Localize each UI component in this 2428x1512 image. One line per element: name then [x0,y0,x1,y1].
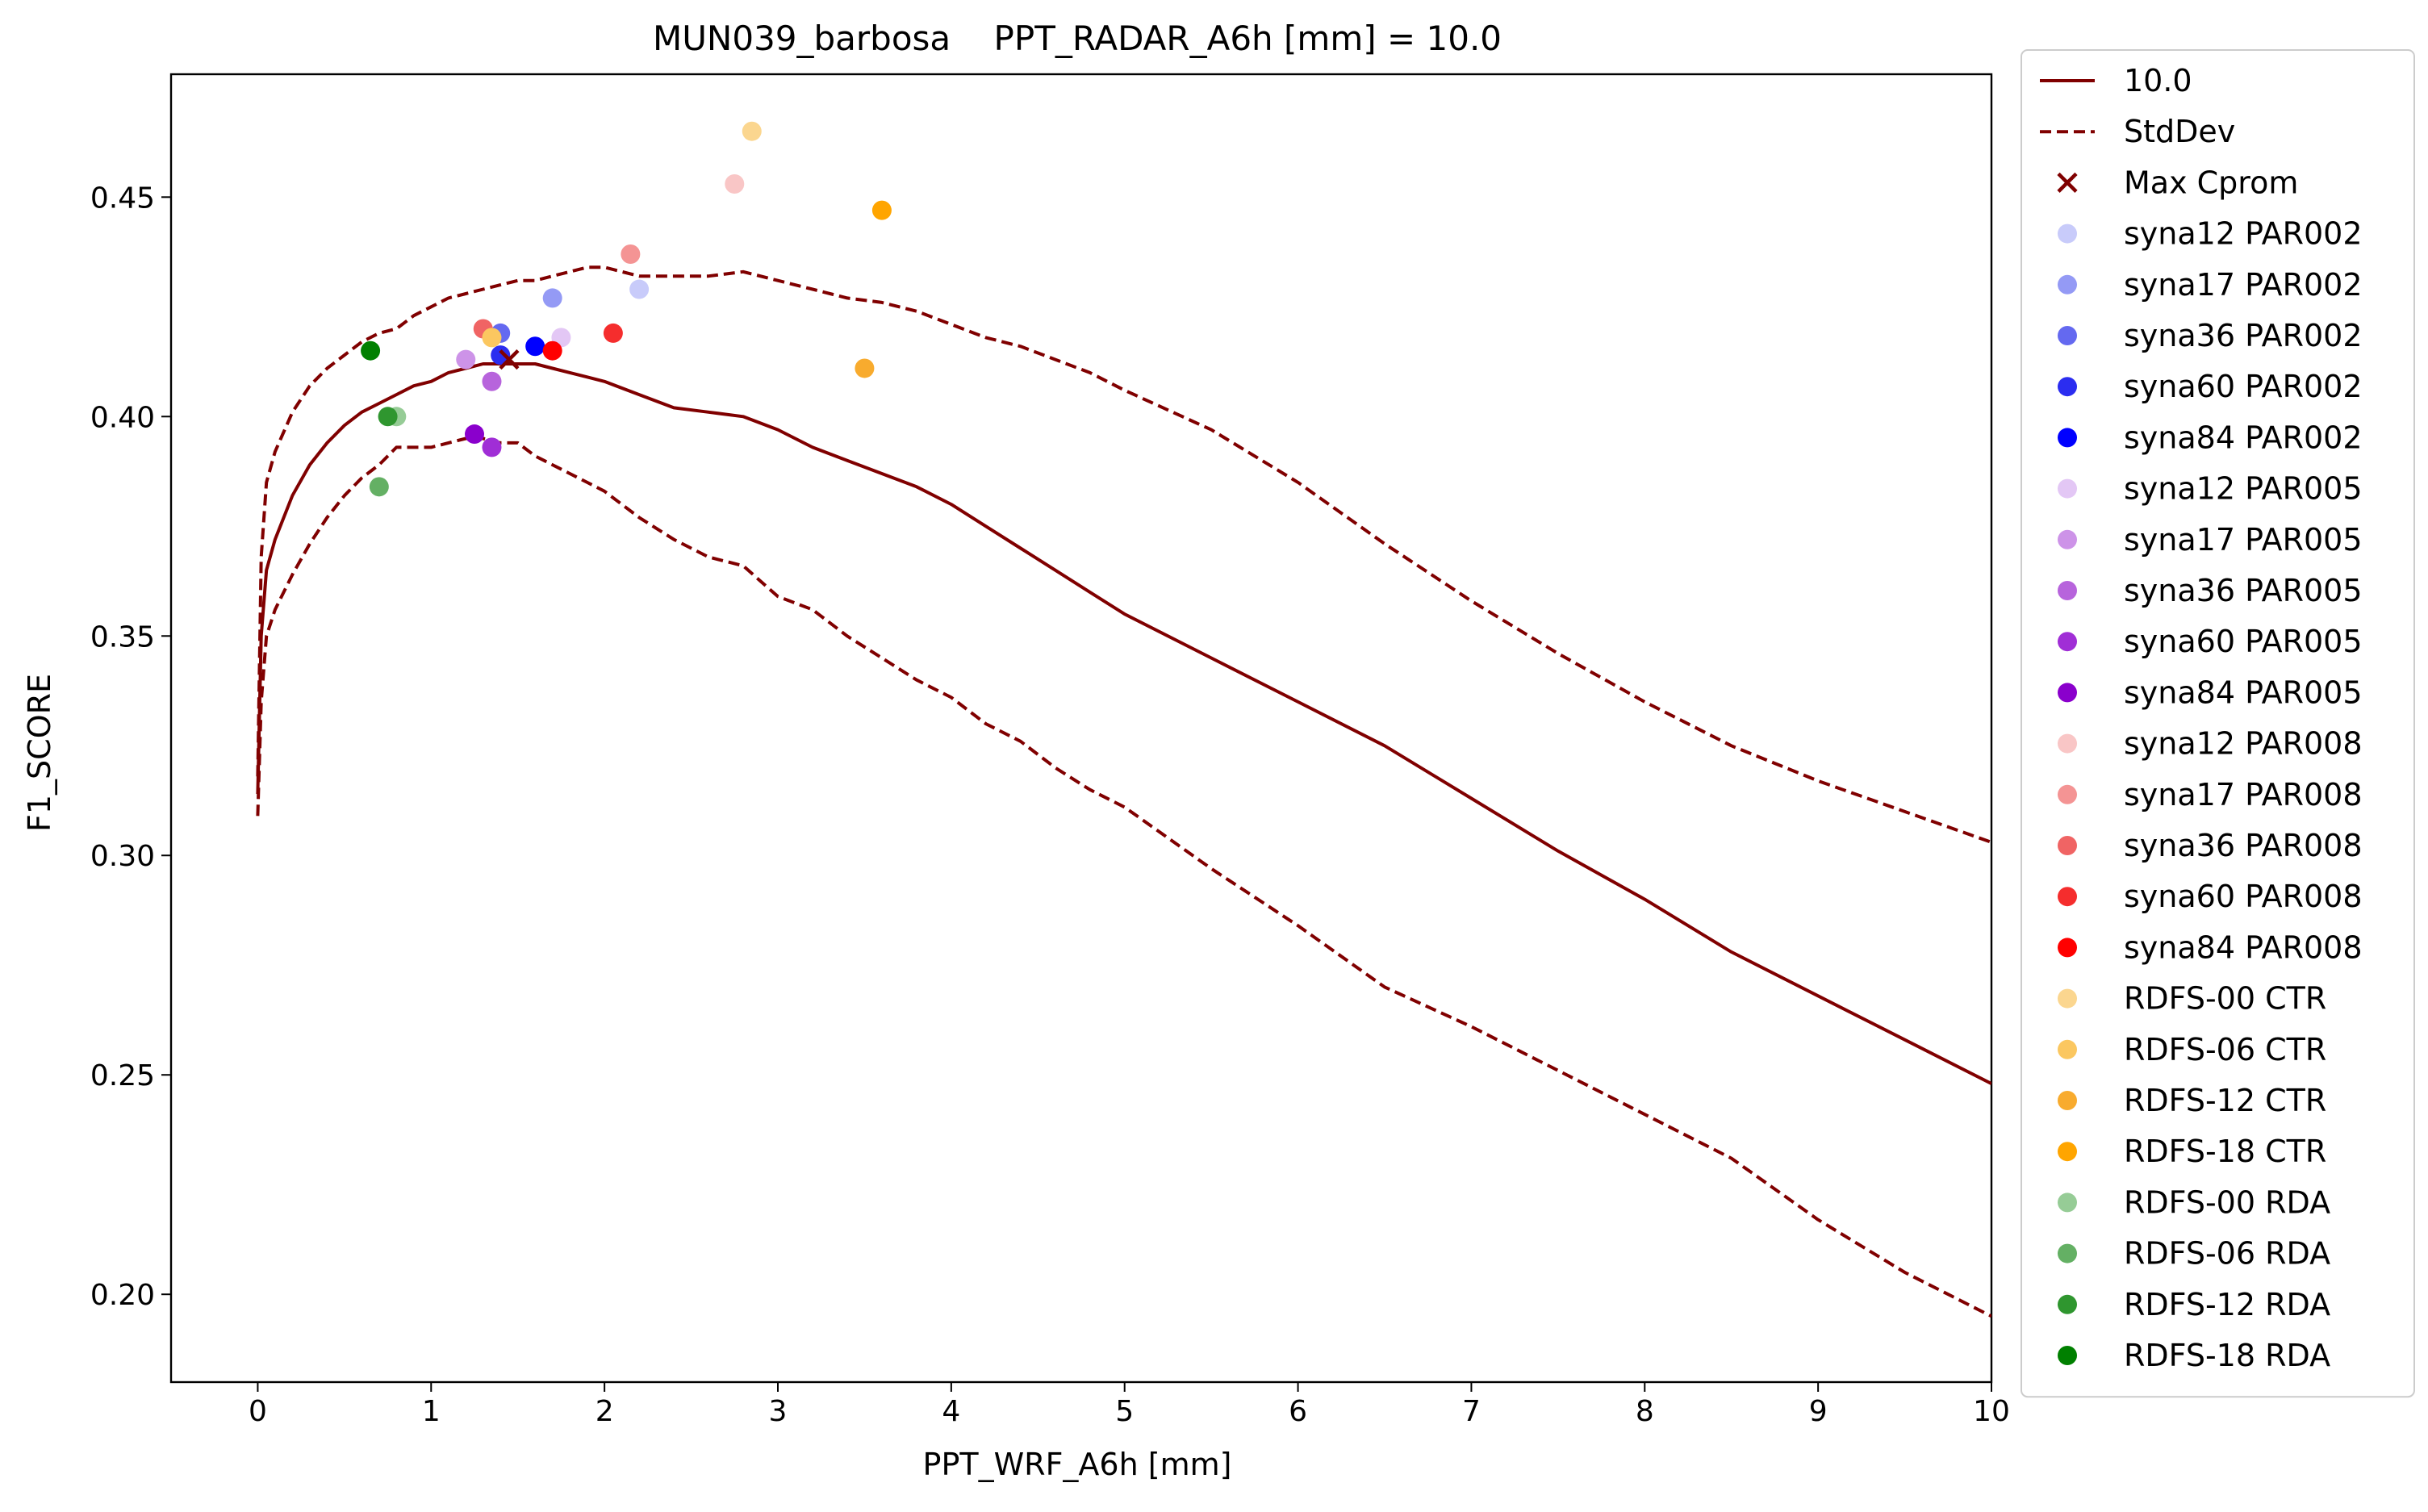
y-tick-label: 0.30 [90,840,155,873]
legend-label: syna36 PAR002 [2124,318,2363,353]
legend-swatch-dot [2058,529,2077,549]
legend-label: syna60 PAR005 [2124,624,2363,659]
scatter-point [482,371,502,391]
legend-swatch-dot [2058,1039,2077,1059]
legend-label: syna84 PAR002 [2124,420,2363,455]
legend-label: syna17 PAR005 [2124,522,2363,558]
scatter-point [855,358,875,378]
x-tick-label: 4 [942,1395,960,1428]
legend-label: RDFS-06 RDA [2124,1236,2330,1272]
series-line-stddev [256,265,1991,844]
series-line-stddev [256,436,1991,1318]
scatter-point [378,407,398,427]
legend-swatch-dot [2058,223,2077,244]
legend-label: syna84 PAR008 [2124,929,2363,965]
scatter-point [491,345,511,365]
legend-label: RDFS-00 CTR [2124,981,2326,1017]
legend-label: syna36 PAR005 [2124,573,2363,608]
y-tick-label: 0.25 [90,1059,155,1092]
legend-label: syna12 PAR005 [2124,471,2363,507]
legend-label: syna12 PAR002 [2124,216,2363,252]
scatter-point [603,323,623,343]
legend-label: Max Cprom [2124,165,2298,200]
legend-swatch-dot [2058,784,2077,804]
legend-swatch-dot [2058,1091,2077,1110]
legend-label: RDFS-00 RDA [2124,1184,2330,1220]
y-tick-label: 0.40 [90,401,155,434]
legend-swatch-dot [2058,428,2077,448]
legend-swatch-dot [2058,683,2077,703]
legend-label: RDFS-18 CTR [2124,1134,2326,1169]
y-tick-label: 0.45 [90,182,155,215]
legend-label: RDFS-12 CTR [2124,1083,2326,1118]
legend-label: syna17 PAR008 [2124,777,2363,812]
legend-label: RDFS-12 RDA [2124,1287,2330,1322]
scatter-point [482,437,502,457]
legend-swatch-dot [2058,1294,2077,1314]
legend-swatch-dot [2058,1192,2077,1213]
max-cprom-marker [499,349,520,370]
legend-swatch-cross [2057,172,2078,193]
x-tick-label: 10 [1973,1395,2010,1428]
axes-frame [169,73,1993,1384]
scatter-point [482,328,502,348]
scatter-point [542,340,562,361]
legend-swatch-dot [2058,988,2077,1009]
legend-swatch-dot [2058,1346,2077,1365]
x-tick-label: 5 [1115,1395,1134,1428]
x-axis-label: PPT_WRF_A6h [mm] [923,1447,1232,1482]
x-tick-label: 2 [596,1395,614,1428]
chart-title: MUN039_barbosa PPT_RADAR_A6h [mm] = 10.0 [653,19,1502,58]
legend-swatch-dot [2058,632,2077,652]
legend-swatch-dot [2058,938,2077,958]
x-tick-label: 7 [1462,1395,1481,1428]
x-tick-label: 0 [249,1395,267,1428]
x-tick-label: 3 [769,1395,788,1428]
legend-label: RDFS-06 CTR [2124,1032,2326,1067]
legend-label: syna36 PAR008 [2124,828,2363,863]
legend-swatch-dot [2058,1142,2077,1162]
legend-swatch-dot [2058,887,2077,907]
legend-label: RDFS-18 RDA [2124,1338,2330,1373]
y-tick-label: 0.35 [90,620,155,654]
y-tick-label: 0.20 [90,1279,155,1312]
legend-swatch-dot [2058,274,2077,294]
scatter-point [621,244,641,265]
legend-label: StdDev [2124,114,2235,149]
x-tick-label: 9 [1809,1395,1828,1428]
legend-label: syna12 PAR008 [2124,726,2363,762]
scatter-point [742,121,762,141]
scatter-point [725,173,745,194]
legend-swatch-dot [2058,326,2077,345]
x-tick-label: 8 [1636,1395,1654,1428]
legend-swatch-dot [2058,1243,2077,1263]
scatter-point [871,200,892,220]
legend-swatch-dot [2058,377,2077,397]
scatter-point [456,349,476,370]
scatter-point [361,340,381,361]
scatter-point [629,279,650,299]
plot-area: 0 1 2 3 4 5 6 7 8 9 10 0.20 0.25 0.30 0.35 0.40 0.45 [90,73,2010,1428]
legend-box [2021,49,2415,1398]
legend-swatch-dot [2058,733,2077,754]
legend-swatch-dot [2058,581,2077,600]
legend-label: 10.0 [2124,63,2192,98]
scatter-point [369,477,389,497]
scatter-point [525,336,545,357]
legend-swatch-dot [2058,836,2077,855]
legend-swatch-dot [2058,478,2077,499]
legend-label: syna60 PAR008 [2124,879,2363,914]
y-axis-label: F1_SCORE [22,674,57,832]
series-line-mean [256,362,1991,1085]
legend: 10.0 StdDev Max Cprom syna12 PAR002 syna17 P… [2021,49,2415,1398]
legend-label: syna60 PAR002 [2124,369,2363,404]
legend-label: syna84 PAR005 [2124,675,2363,710]
legend-label: syna17 PAR002 [2124,267,2363,303]
scatter-point [465,424,484,445]
x-tick-label: 1 [422,1395,441,1428]
scatter-point [542,288,562,308]
x-tick-label: 6 [1289,1395,1307,1428]
